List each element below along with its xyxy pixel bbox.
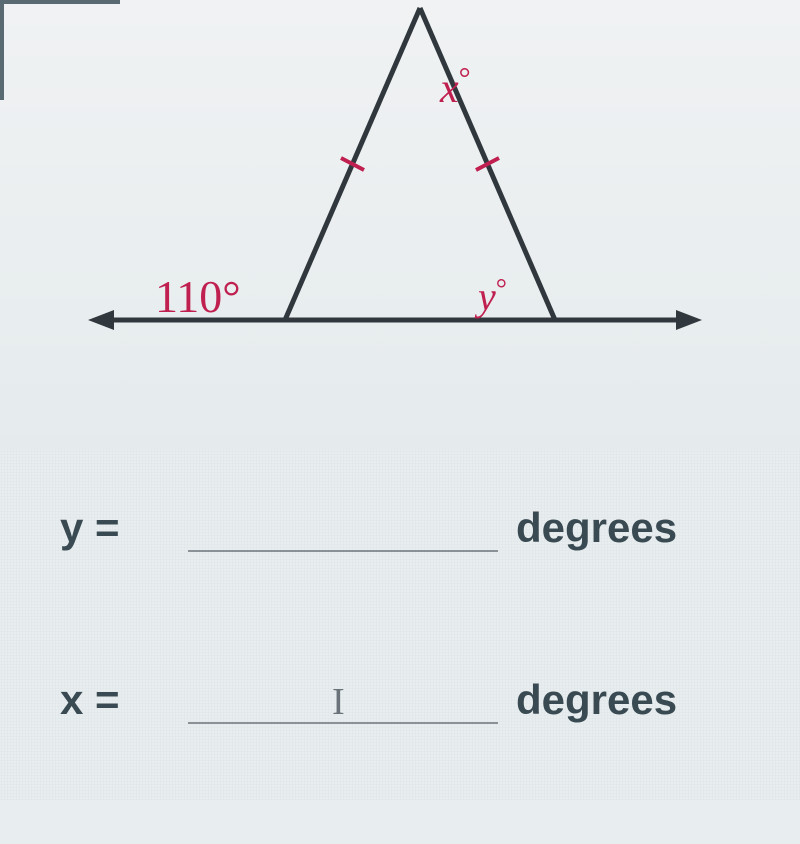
- text-cursor-icon: I: [332, 680, 345, 724]
- answer-row-x: x = I degrees: [60, 672, 740, 724]
- base-angle-label: y°: [474, 274, 507, 319]
- arrow-right-icon: [676, 310, 702, 330]
- exterior-angle-label: 110°: [155, 271, 241, 322]
- x-answer-input[interactable]: I: [188, 672, 498, 724]
- unit-degrees-y: degrees: [516, 504, 677, 552]
- apex-angle-label: x°: [439, 62, 471, 112]
- figure-panel: 110° x° y°: [0, 0, 800, 450]
- y-answer-input[interactable]: [188, 500, 498, 552]
- variable-y-label: y =: [60, 504, 170, 552]
- answer-panel: y = degrees x = I degrees: [0, 460, 800, 844]
- triangle-diagram: 110° x° y°: [60, 0, 740, 410]
- unit-degrees-x: degrees: [516, 676, 677, 724]
- frame-border-left: [0, 0, 4, 100]
- arrow-left-icon: [88, 310, 114, 330]
- answer-row-y: y = degrees: [60, 500, 740, 552]
- variable-x-label: x =: [60, 676, 170, 724]
